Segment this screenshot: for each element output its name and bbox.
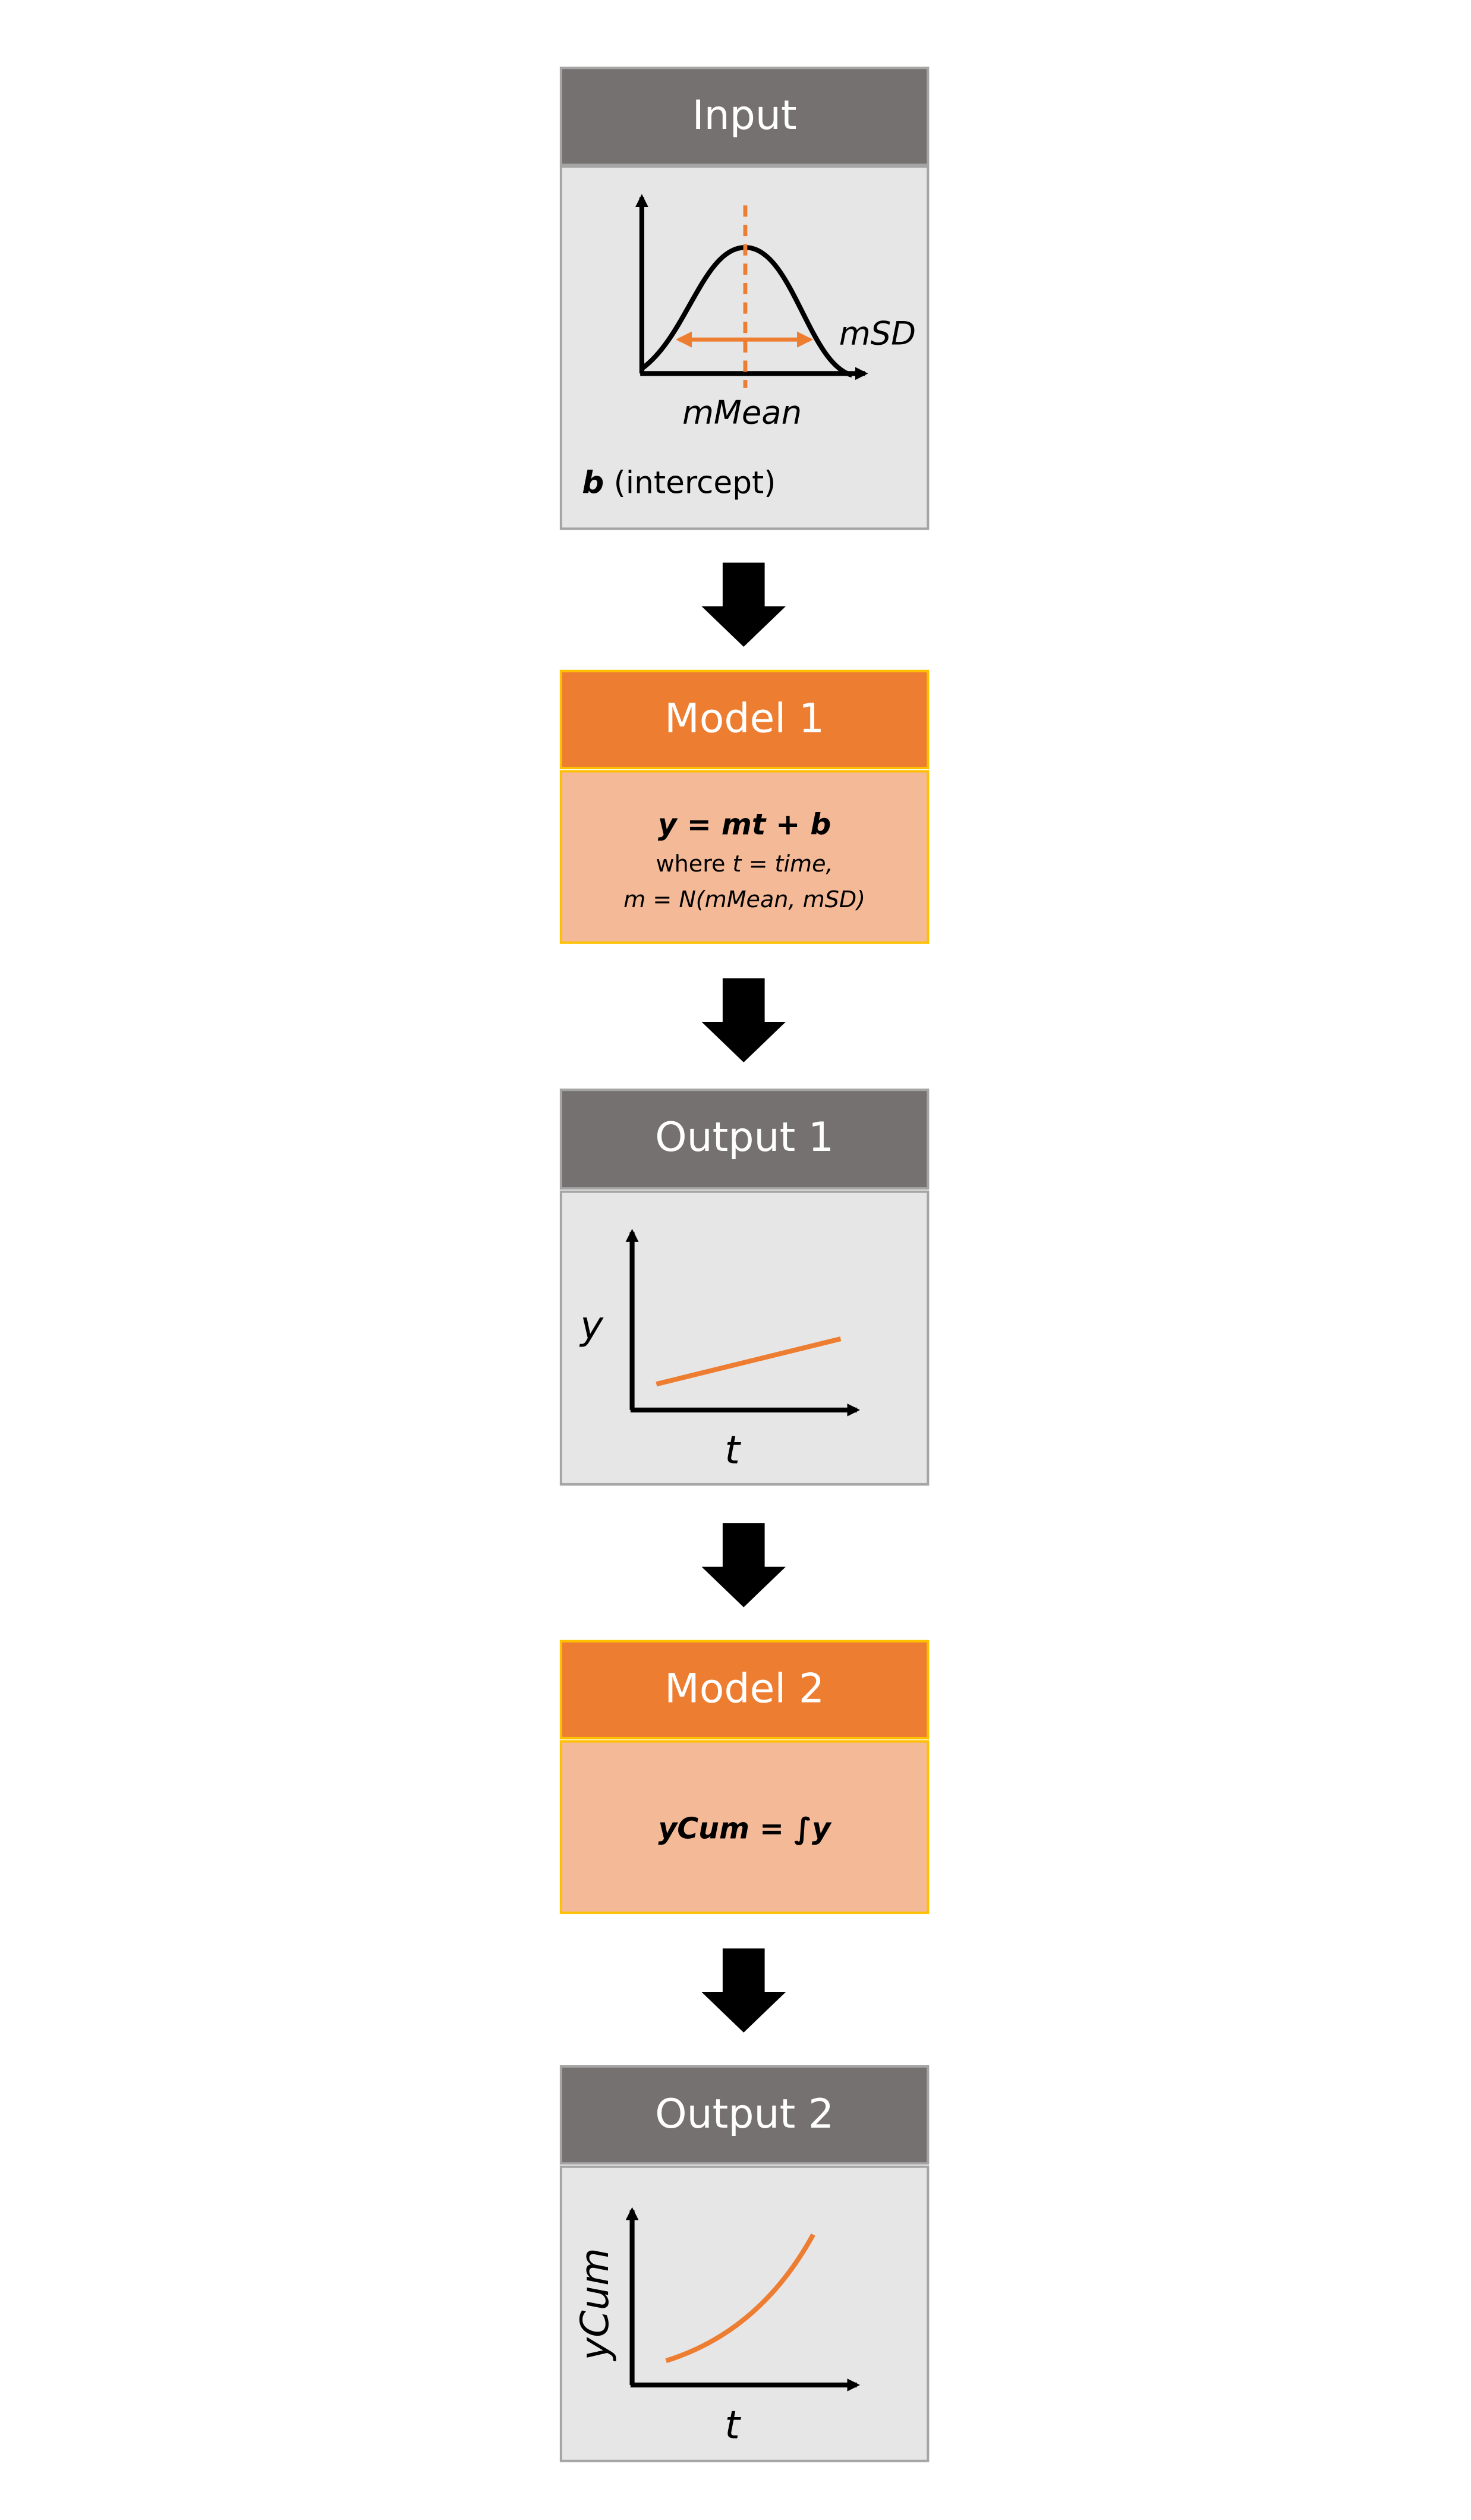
x-label: t bbox=[725, 2403, 741, 2448]
y-label: yCum bbox=[572, 2248, 618, 2361]
m-def: m = N(mMean, mSD) bbox=[623, 886, 865, 913]
model-1-box: Model 1 y = mt + b where t = time, m = N… bbox=[559, 669, 930, 944]
sd-label: mSD bbox=[839, 314, 916, 352]
box-title: Input bbox=[692, 92, 797, 139]
where-def: t = time, bbox=[733, 851, 833, 877]
box-title: Model 1 bbox=[664, 696, 824, 743]
intercept-symbol: b bbox=[582, 465, 604, 501]
output-1-box: Output 1 y t bbox=[559, 1088, 930, 1486]
intercept: b (intercept) bbox=[582, 465, 776, 501]
x-label: t bbox=[725, 1428, 741, 1473]
model-2-box: Model 2 yCum = ∫y bbox=[559, 1640, 930, 1914]
flow-arrow bbox=[701, 1523, 786, 1607]
equation: yCum = ∫y bbox=[658, 1812, 832, 1846]
cumulative-output bbox=[665, 2233, 815, 2363]
flow-arrow bbox=[701, 978, 786, 1062]
linear-output bbox=[656, 1336, 842, 1387]
where-word: where bbox=[656, 851, 726, 877]
box-title: Output 1 bbox=[655, 1114, 834, 1161]
output-2-box: Output 2 yCum t bbox=[559, 2065, 930, 2462]
where-line: where t = time, bbox=[656, 851, 833, 877]
y-label: y bbox=[579, 1303, 604, 1348]
input-box: Input mSD mMean b (intercept) bbox=[559, 67, 930, 530]
intercept-text: (intercept) bbox=[614, 465, 776, 501]
mean-label: mMean bbox=[682, 394, 802, 432]
flow-arrow bbox=[701, 562, 786, 647]
equation: y = mt + b bbox=[658, 807, 831, 841]
flow-arrow bbox=[701, 1948, 786, 2033]
box-title: Model 2 bbox=[664, 1666, 824, 1713]
box-title: Output 2 bbox=[655, 2091, 834, 2138]
